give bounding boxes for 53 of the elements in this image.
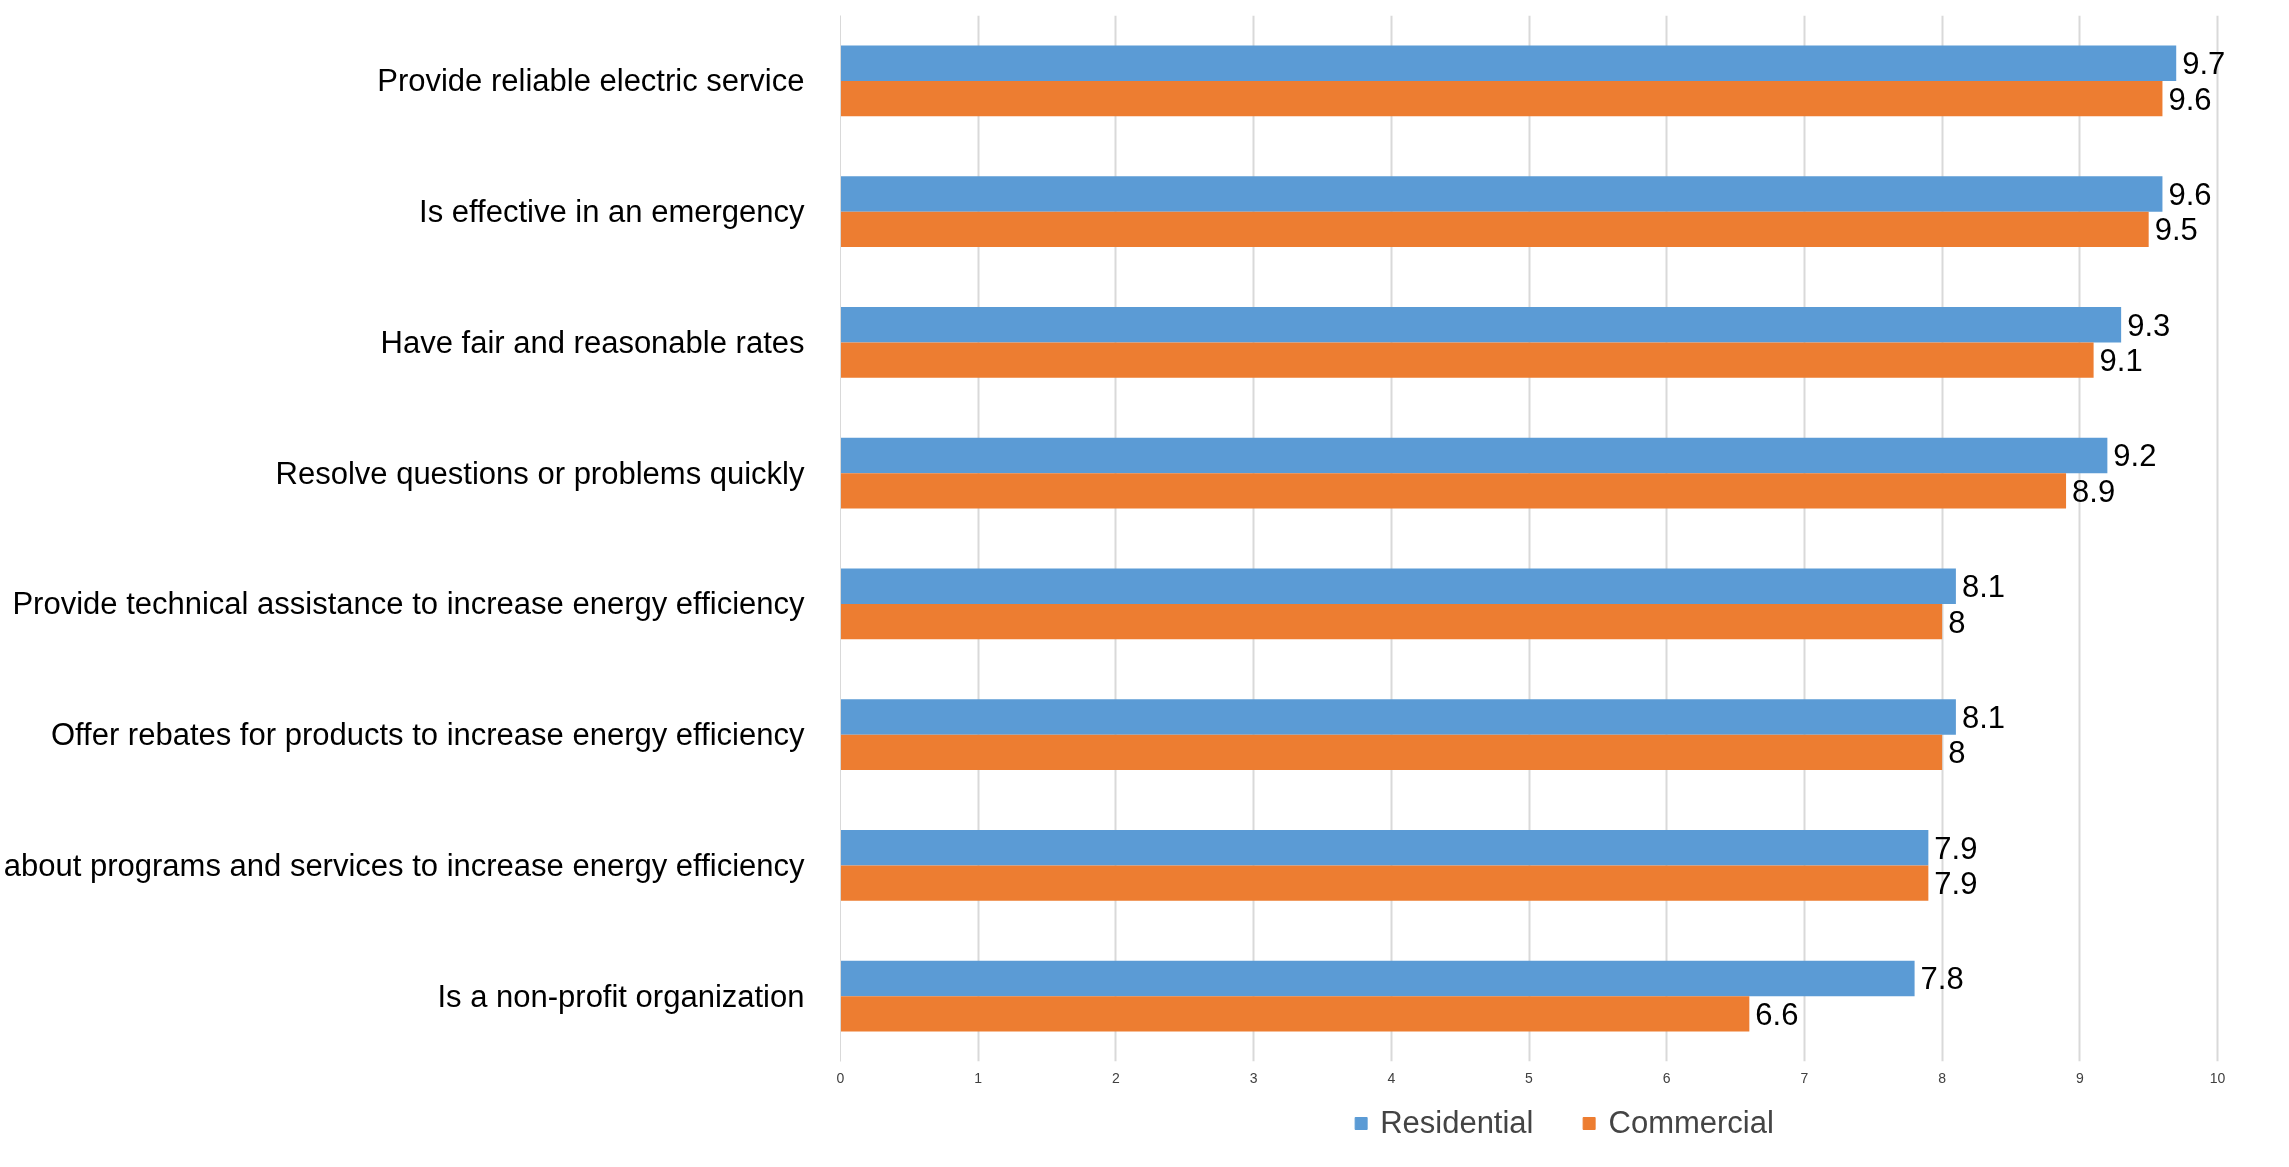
data-label: 9.3 bbox=[2127, 307, 2171, 343]
y-tick-label: Have fair and reasonable rates bbox=[380, 324, 805, 360]
x-tick-label: 2 bbox=[1112, 1069, 1121, 1086]
bar bbox=[840, 437, 2108, 474]
x-tick-label: 7 bbox=[1800, 1069, 1809, 1086]
bar bbox=[840, 960, 1915, 997]
bar bbox=[840, 699, 1956, 735]
data-label: 7.9 bbox=[1934, 866, 1978, 902]
legend-label: Residential bbox=[1380, 1104, 1534, 1141]
data-label: 9.6 bbox=[2168, 81, 2212, 117]
x-tick-label: 0 bbox=[836, 1069, 845, 1086]
bar bbox=[840, 176, 2163, 212]
data-label: 8.1 bbox=[1961, 569, 2006, 605]
data-label: 8 bbox=[1948, 735, 1966, 771]
y-tick-label: Is a non-profit organization bbox=[437, 978, 805, 1014]
x-tick-label: 4 bbox=[1387, 1069, 1396, 1086]
bar bbox=[840, 342, 2094, 378]
x-tick-label: 10 bbox=[2209, 1069, 2226, 1086]
bar bbox=[840, 307, 2122, 343]
x-tick-label: 9 bbox=[2075, 1069, 2084, 1086]
bar bbox=[840, 568, 1956, 604]
x-tick-label: 6 bbox=[1662, 1069, 1671, 1086]
x-tick-label: 5 bbox=[1525, 1069, 1534, 1086]
bar bbox=[840, 80, 2163, 117]
y-tick-label: about programs and services to increase energy efficiency bbox=[3, 847, 805, 883]
y-tick-label: Offer rebates for products to increase energy efficiency bbox=[50, 717, 805, 753]
legend-label: Commercial bbox=[1608, 1104, 1774, 1141]
bar bbox=[840, 473, 2067, 509]
x-tick-label: 1 bbox=[974, 1069, 983, 1086]
data-label: 9.7 bbox=[2182, 46, 2226, 82]
y-tick-label: Is effective in an emergency bbox=[419, 194, 805, 230]
data-label: 9.5 bbox=[2154, 212, 2198, 248]
data-label: 8.9 bbox=[2072, 473, 2116, 509]
data-label: 7.9 bbox=[1934, 830, 1978, 866]
x-tick-label: 8 bbox=[1938, 1069, 1947, 1086]
data-label: 7.8 bbox=[1920, 961, 1964, 997]
bar bbox=[840, 734, 1943, 770]
y-tick-label: Provide reliable electric service bbox=[377, 63, 805, 99]
y-tick-label: Provide technical assistance to increase energy efficiency bbox=[12, 586, 805, 622]
bar bbox=[840, 45, 2177, 81]
data-label: 9.6 bbox=[2168, 176, 2212, 212]
data-label: 9.2 bbox=[2113, 438, 2157, 474]
x-tick-label: 3 bbox=[1249, 1069, 1258, 1086]
data-label: 8 bbox=[1948, 604, 1966, 640]
data-label: 9.1 bbox=[2099, 343, 2143, 379]
bar bbox=[840, 830, 1929, 866]
bar bbox=[840, 211, 2149, 247]
bar bbox=[840, 996, 1750, 1032]
data-label: 8.1 bbox=[1961, 699, 2006, 735]
y-tick-label: Resolve questions or problems quickly bbox=[275, 455, 805, 491]
bar bbox=[840, 865, 1929, 901]
data-label: 6.6 bbox=[1755, 996, 1799, 1032]
bar bbox=[840, 603, 1943, 640]
